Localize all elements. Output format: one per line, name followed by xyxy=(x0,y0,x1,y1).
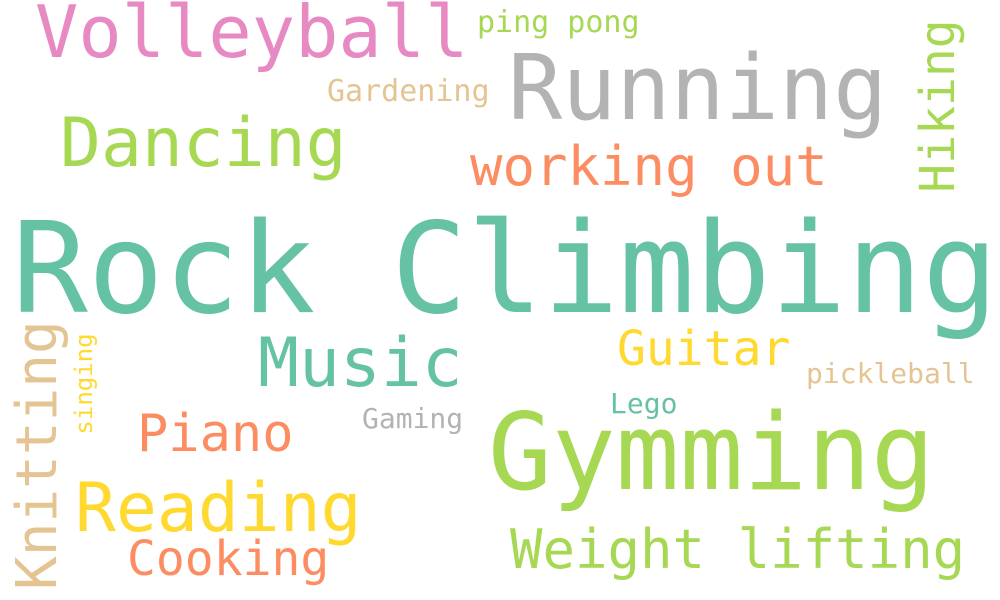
word-gardening: Gardening xyxy=(327,74,490,109)
word-gymming: Gymming xyxy=(488,391,935,514)
word-piano: Piano xyxy=(137,404,294,464)
word-music: Music xyxy=(258,324,463,403)
word-guitar: Guitar xyxy=(617,321,791,377)
word-lego: Lego xyxy=(610,387,678,420)
word-knitting: Knitting xyxy=(5,320,70,590)
word-hiking: Hiking xyxy=(910,19,966,193)
word-running: Running xyxy=(508,36,888,141)
word-singing: singing xyxy=(70,333,98,435)
word-weight-lifting: Weight lifting xyxy=(510,518,966,581)
word-rock-climbing: Rock Climbing xyxy=(12,195,999,342)
word-ping-pong: ping pong xyxy=(477,5,640,40)
word-volleyball: Volleyball xyxy=(35,0,469,74)
word-pickleball: pickleball xyxy=(806,357,975,390)
word-gaming: Gaming xyxy=(362,402,464,435)
word-cooking: Cooking xyxy=(127,531,330,587)
word-dancing: Dancing xyxy=(60,104,347,183)
word-reading: Reading xyxy=(75,469,362,548)
word-working-out: working out xyxy=(470,135,828,198)
